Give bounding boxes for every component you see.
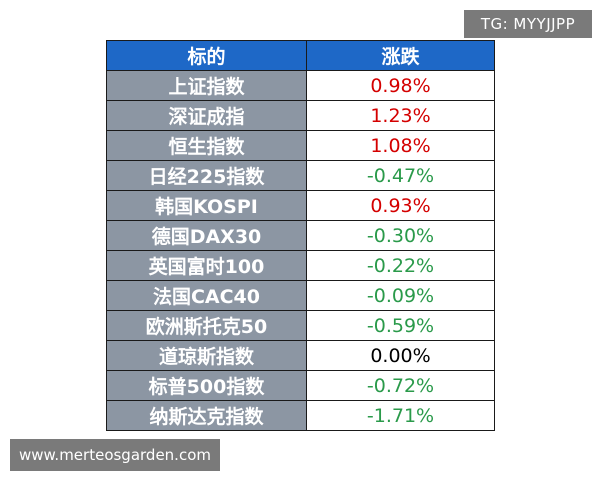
- index-name: 恒生指数: [106, 130, 307, 161]
- site-watermark: www.merteosgarden.com: [10, 439, 220, 471]
- index-change: -0.47%: [306, 160, 495, 191]
- index-name: 英国富时100: [106, 250, 307, 281]
- index-name: 标普500指数: [106, 370, 307, 401]
- index-change: -0.09%: [306, 280, 495, 311]
- index-change: -0.30%: [306, 220, 495, 251]
- index-name: 法国CAC40: [106, 280, 307, 311]
- table-row: 韩国KOSPI 0.93%: [106, 190, 495, 221]
- table-header-row: 标的 涨跌: [106, 40, 495, 71]
- index-change: 1.08%: [306, 130, 495, 161]
- table-row: 上证指数 0.98%: [106, 70, 495, 101]
- table-row: 道琼斯指数 0.00%: [106, 340, 495, 371]
- table-row: 标普500指数 -0.72%: [106, 370, 495, 401]
- table-row: 恒生指数 1.08%: [106, 130, 495, 161]
- index-name: 道琼斯指数: [106, 340, 307, 371]
- index-name: 欧洲斯托克50: [106, 310, 307, 341]
- index-change: 0.93%: [306, 190, 495, 221]
- index-change: -1.71%: [306, 400, 495, 431]
- table-row: 欧洲斯托克50 -0.59%: [106, 310, 495, 341]
- table-row: 德国DAX30 -0.30%: [106, 220, 495, 251]
- index-change: 1.23%: [306, 100, 495, 131]
- index-name: 德国DAX30: [106, 220, 307, 251]
- index-change: -0.59%: [306, 310, 495, 341]
- column-header-name: 标的: [106, 40, 307, 71]
- table-row: 日经225指数 -0.47%: [106, 160, 495, 191]
- index-change: 0.98%: [306, 70, 495, 101]
- index-change: -0.22%: [306, 250, 495, 281]
- table-row: 深证成指 1.23%: [106, 100, 495, 131]
- index-name: 韩国KOSPI: [106, 190, 307, 221]
- index-name: 日经225指数: [106, 160, 307, 191]
- index-change-table: 标的 涨跌 上证指数 0.98% 深证成指 1.23% 恒生指数 1.08% 日…: [106, 40, 495, 431]
- index-name: 上证指数: [106, 70, 307, 101]
- index-change: -0.72%: [306, 370, 495, 401]
- index-name: 纳斯达克指数: [106, 400, 307, 431]
- table-row: 纳斯达克指数 -1.71%: [106, 400, 495, 431]
- column-header-change: 涨跌: [306, 40, 495, 71]
- index-change: 0.00%: [306, 340, 495, 371]
- table-row: 法国CAC40 -0.09%: [106, 280, 495, 311]
- table-row: 英国富时100 -0.22%: [106, 250, 495, 281]
- tg-watermark: TG: MYYJJPP: [464, 10, 592, 38]
- index-name: 深证成指: [106, 100, 307, 131]
